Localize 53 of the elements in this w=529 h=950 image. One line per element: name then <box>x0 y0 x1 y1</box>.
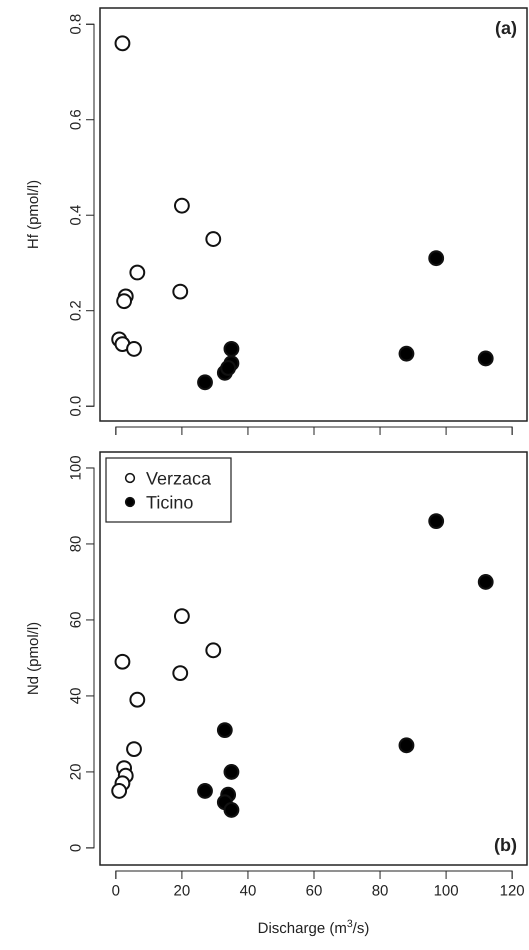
point <box>216 722 233 738</box>
x-tick-label: 0 <box>112 882 120 900</box>
point <box>174 198 190 214</box>
y-tick-label: 0.2 <box>67 300 84 322</box>
x-tick-label: 100 <box>434 882 459 900</box>
point <box>428 513 444 530</box>
point <box>428 250 444 266</box>
point <box>205 231 222 247</box>
point <box>116 293 132 310</box>
point <box>478 350 494 366</box>
point <box>197 783 213 799</box>
y-tick-label: 0.8 <box>67 14 84 35</box>
point <box>205 642 222 658</box>
point <box>398 346 414 362</box>
point <box>478 574 494 590</box>
point <box>172 665 188 682</box>
legend-label: Verzaca <box>146 468 212 488</box>
point <box>197 374 213 390</box>
x-tick-label: 40 <box>240 882 256 900</box>
point <box>224 764 240 780</box>
point <box>129 264 146 280</box>
x-tick-label: 120 <box>500 882 525 900</box>
x-tick-label: 80 <box>372 882 388 900</box>
point <box>224 802 240 818</box>
y-tick-label: 100 <box>67 455 84 480</box>
y-tick-label: 0 <box>67 844 84 852</box>
y-tick-label: 0.6 <box>67 109 84 130</box>
y-tick-label: 0.4 <box>67 204 84 226</box>
x-axis-title: Discharge (m$^{3}$/s) <box>258 918 370 937</box>
point <box>174 608 190 624</box>
y-tick-label: 40 <box>67 688 84 704</box>
legend-label: Ticino <box>146 492 194 512</box>
y-axis-title: Hf (pmol/l) <box>25 180 42 250</box>
point <box>126 341 142 357</box>
point <box>111 783 128 799</box>
y-axis-title: Nd (pmol/l) <box>25 622 42 696</box>
point <box>126 741 142 758</box>
point <box>129 692 146 708</box>
point <box>114 654 130 670</box>
x-tick-label: 20 <box>174 882 190 900</box>
point <box>398 737 414 754</box>
point <box>114 336 130 352</box>
annotation: (a) <box>495 18 518 38</box>
point <box>220 360 236 376</box>
y-tick-label: 60 <box>67 612 84 628</box>
point <box>172 284 188 300</box>
y-tick-label: 0.0 <box>67 396 84 417</box>
y-tick-label: 80 <box>67 536 84 552</box>
x-tick-label: 60 <box>306 882 322 900</box>
annotation: (b) <box>494 835 518 855</box>
point <box>224 341 240 357</box>
point <box>114 35 130 52</box>
y-tick-label: 20 <box>67 764 84 780</box>
